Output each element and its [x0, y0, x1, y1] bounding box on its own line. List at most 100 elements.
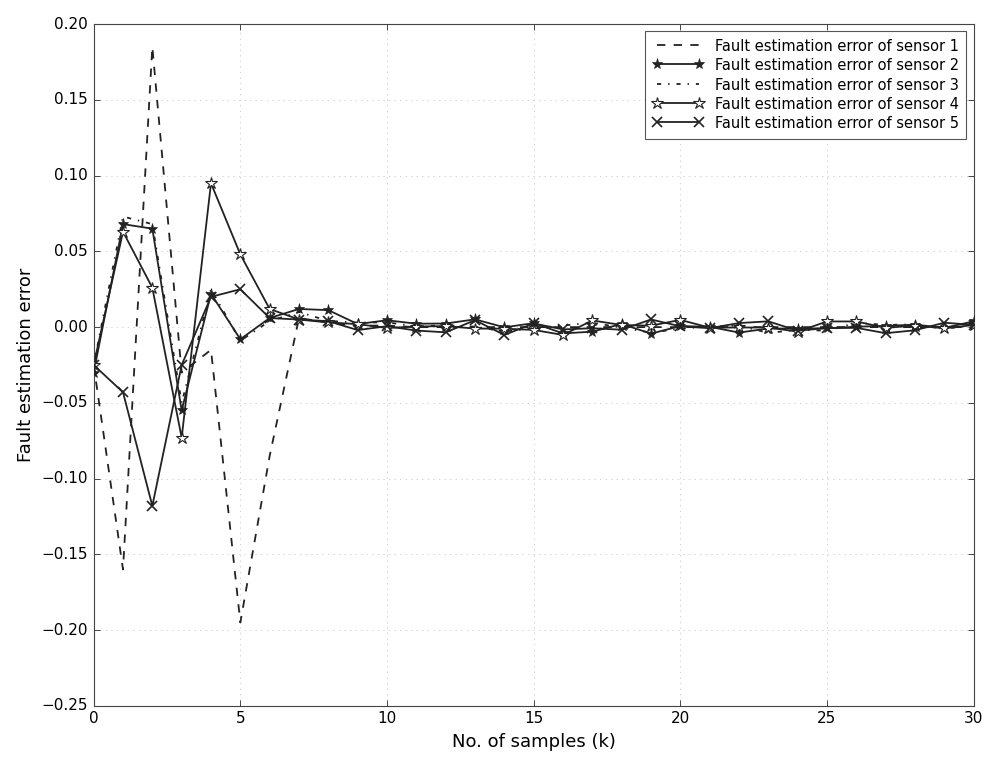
Fault estimation error of sensor 2	[469, 315, 481, 324]
Fault estimation error of sensor 1	[616, 323, 628, 332]
Fault estimation error of sensor 1	[968, 323, 980, 332]
Fault estimation error of sensor 5	[469, 316, 481, 325]
Fault estimation error of sensor 1	[586, 323, 598, 332]
Fault estimation error of sensor 3	[528, 324, 540, 333]
Fault estimation error of sensor 5	[733, 319, 745, 328]
Fault estimation error of sensor 1	[176, 368, 188, 377]
Fault estimation error of sensor 4	[117, 227, 129, 237]
Fault estimation error of sensor 1	[704, 323, 716, 332]
Fault estimation error of sensor 3	[938, 324, 950, 333]
Fault estimation error of sensor 3	[469, 322, 481, 331]
Fault estimation error of sensor 4	[469, 324, 481, 333]
Fault estimation error of sensor 3	[205, 285, 217, 294]
Fault estimation error of sensor 5	[528, 319, 540, 328]
Fault estimation error of sensor 3	[88, 360, 100, 369]
Fault estimation error of sensor 2	[557, 329, 569, 338]
Fault estimation error of sensor 4	[938, 323, 950, 333]
Fault estimation error of sensor 2	[410, 319, 422, 328]
Fault estimation error of sensor 3	[410, 322, 422, 331]
Fault estimation error of sensor 5	[762, 316, 774, 326]
Fault estimation error of sensor 5	[410, 326, 422, 335]
Fault estimation error of sensor 2	[498, 323, 510, 332]
Fault estimation error of sensor 1	[117, 565, 129, 574]
Fault estimation error of sensor 5	[381, 322, 393, 331]
Fault estimation error of sensor 1	[88, 360, 100, 369]
Fault estimation error of sensor 1	[557, 323, 569, 332]
Fault estimation error of sensor 4	[909, 321, 921, 330]
Fault estimation error of sensor 4	[146, 283, 158, 293]
Fault estimation error of sensor 3	[880, 320, 892, 329]
Fault estimation error of sensor 3	[909, 319, 921, 329]
Fault estimation error of sensor 2	[616, 319, 628, 329]
Fault estimation error of sensor 2	[880, 321, 892, 330]
Fault estimation error of sensor 4	[410, 322, 422, 331]
Fault estimation error of sensor 2	[88, 368, 100, 377]
Fault estimation error of sensor 1	[909, 323, 921, 332]
Fault estimation error of sensor 2	[704, 322, 716, 331]
Fault estimation error of sensor 1	[821, 323, 833, 332]
Fault estimation error of sensor 5	[616, 325, 628, 334]
Fault estimation error of sensor 2	[440, 319, 452, 328]
Fault estimation error of sensor 2	[821, 323, 833, 333]
Fault estimation error of sensor 1	[498, 323, 510, 332]
Fault estimation error of sensor 4	[880, 323, 892, 333]
Fault estimation error of sensor 5	[704, 323, 716, 333]
Fault estimation error of sensor 4	[968, 320, 980, 329]
Fault estimation error of sensor 2	[322, 306, 334, 315]
Fault estimation error of sensor 4	[674, 316, 686, 325]
Legend: Fault estimation error of sensor 1, Fault estimation error of sensor 2, Fault es: Fault estimation error of sensor 1, Faul…	[645, 31, 966, 138]
Fault estimation error of sensor 3	[586, 318, 598, 327]
Fault estimation error of sensor 5	[792, 326, 804, 336]
Fault estimation error of sensor 1	[762, 323, 774, 332]
Fault estimation error of sensor 4	[264, 304, 276, 313]
Fault estimation error of sensor 5	[909, 326, 921, 335]
Fault estimation error of sensor 5	[821, 323, 833, 333]
Fault estimation error of sensor 4	[821, 317, 833, 326]
Fault estimation error of sensor 4	[616, 320, 628, 329]
Fault estimation error of sensor 4	[762, 323, 774, 332]
Fault estimation error of sensor 1	[733, 323, 745, 332]
Fault estimation error of sensor 2	[528, 319, 540, 328]
Fault estimation error of sensor 5	[938, 318, 950, 327]
Fault estimation error of sensor 4	[792, 327, 804, 336]
Fault estimation error of sensor 5	[645, 315, 657, 324]
Fault estimation error of sensor 5	[117, 388, 129, 397]
Fault estimation error of sensor 1	[528, 323, 540, 332]
Fault estimation error of sensor 4	[293, 315, 305, 324]
Fault estimation error of sensor 3	[674, 324, 686, 333]
Fault estimation error of sensor 1	[381, 321, 393, 330]
Fault estimation error of sensor 2	[381, 316, 393, 325]
Fault estimation error of sensor 1	[469, 323, 481, 332]
Fault estimation error of sensor 3	[616, 323, 628, 333]
Fault estimation error of sensor 3	[293, 307, 305, 316]
Line: Fault estimation error of sensor 1: Fault estimation error of sensor 1	[94, 47, 974, 623]
Fault estimation error of sensor 3	[704, 322, 716, 331]
X-axis label: No. of samples (k): No. of samples (k)	[452, 733, 616, 751]
Fault estimation error of sensor 4	[645, 321, 657, 330]
Fault estimation error of sensor 2	[586, 327, 598, 336]
Fault estimation error of sensor 2	[176, 406, 188, 415]
Fault estimation error of sensor 4	[352, 319, 364, 329]
Fault estimation error of sensor 4	[528, 326, 540, 335]
Fault estimation error of sensor 1	[792, 323, 804, 332]
Fault estimation error of sensor 3	[352, 318, 364, 327]
Fault estimation error of sensor 1	[645, 323, 657, 332]
Fault estimation error of sensor 5	[968, 320, 980, 329]
Fault estimation error of sensor 3	[322, 316, 334, 326]
Fault estimation error of sensor 3	[234, 336, 246, 346]
Fault estimation error of sensor 2	[645, 329, 657, 338]
Fault estimation error of sensor 4	[88, 360, 100, 369]
Fault estimation error of sensor 5	[293, 315, 305, 324]
Fault estimation error of sensor 5	[322, 316, 334, 326]
Fault estimation error of sensor 2	[850, 322, 862, 331]
Fault estimation error of sensor 1	[322, 318, 334, 327]
Fault estimation error of sensor 3	[733, 321, 745, 330]
Fault estimation error of sensor 5	[264, 313, 276, 323]
Line: Fault estimation error of sensor 2: Fault estimation error of sensor 2	[88, 219, 979, 416]
Fault estimation error of sensor 2	[293, 304, 305, 313]
Fault estimation error of sensor 1	[880, 323, 892, 332]
Fault estimation error of sensor 1	[293, 313, 305, 323]
Fault estimation error of sensor 5	[88, 360, 100, 369]
Fault estimation error of sensor 4	[733, 323, 745, 332]
Fault estimation error of sensor 2	[352, 319, 364, 329]
